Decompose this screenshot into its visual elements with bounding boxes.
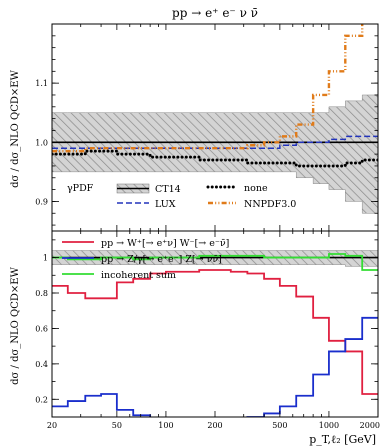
top-y-axis-label: dσ / dσ_NLO QCD×EW (10, 69, 21, 187)
bottom-legend: pp → W⁺[→ e⁺ν] W⁻[→ e⁻ν̄] pp → Z/γ[→ e⁺e… (62, 238, 229, 281)
x-tick-label: 100 (158, 421, 173, 430)
series-lux-line (52, 135, 378, 149)
legend-label-none: none (244, 183, 268, 194)
series-nnpdf-line (52, 24, 364, 153)
series-incoherent-sum-line (52, 253, 378, 271)
bottom-band (52, 250, 378, 267)
bottom-y-tick-label: 0.4 (35, 360, 48, 369)
bottom-axis-ticks: 0.2 0.4 0.6 0.8 1 20 50 100 200 500 1000 2000 (35, 231, 380, 430)
series-none-line (52, 149, 378, 168)
series-zz-line (52, 316, 378, 417)
top-y-tick-label: 1.1 (35, 79, 48, 88)
legend-label-ct14: CT14 (155, 184, 181, 195)
x-tick-label: 20 (47, 421, 57, 430)
legend-label-ww: pp → W⁺[→ e⁺ν] W⁻[→ e⁻ν̄] (101, 238, 229, 249)
top-legend: γPDF CT14 none LUX NNPDF3.0 (67, 183, 296, 210)
band-ct14 (52, 94, 378, 214)
legend-label-lux: LUX (155, 199, 176, 210)
top-y-tick-label: 0.9 (35, 197, 48, 206)
bottom-y-axis-label: dσ / dσ_NLO QCD×EW (10, 266, 21, 384)
bottom-y-tick-label: 0.2 (35, 395, 48, 404)
x-tick-label: 500 (272, 421, 287, 430)
bottom-plot-area (52, 250, 378, 417)
x-tick-label: 2000 (360, 421, 380, 430)
x-tick-label: 1000 (319, 421, 339, 430)
legend-label-zz: pp → Z/γ[→ e⁺e⁻] Z[→ νν̄] (101, 254, 222, 265)
x-tick-label: 50 (112, 421, 122, 430)
top-axis-ticks: 0.9 1.0 1.1 (35, 23, 379, 231)
top-chart-title: pp → e⁺ e⁻ ν ν̄ (172, 6, 258, 20)
legend-label-incoherent-sum: incoherent sum (101, 270, 176, 281)
bottom-y-tick-label: 0.8 (35, 289, 48, 298)
series-ww-line (52, 269, 378, 395)
top-plot-area (52, 24, 378, 214)
top-legend-title: γPDF (67, 183, 94, 194)
bottom-y-tick-label: 1 (43, 254, 48, 263)
x-axis-label: p_T,ℓ₂ [GeV] (309, 433, 376, 446)
top-y-tick-label: 1.0 (35, 138, 48, 147)
x-tick-label: 200 (207, 421, 222, 430)
legend-label-nnpdf: NNPDF3.0 (244, 199, 296, 210)
bottom-y-tick-label: 0.6 (35, 324, 48, 333)
